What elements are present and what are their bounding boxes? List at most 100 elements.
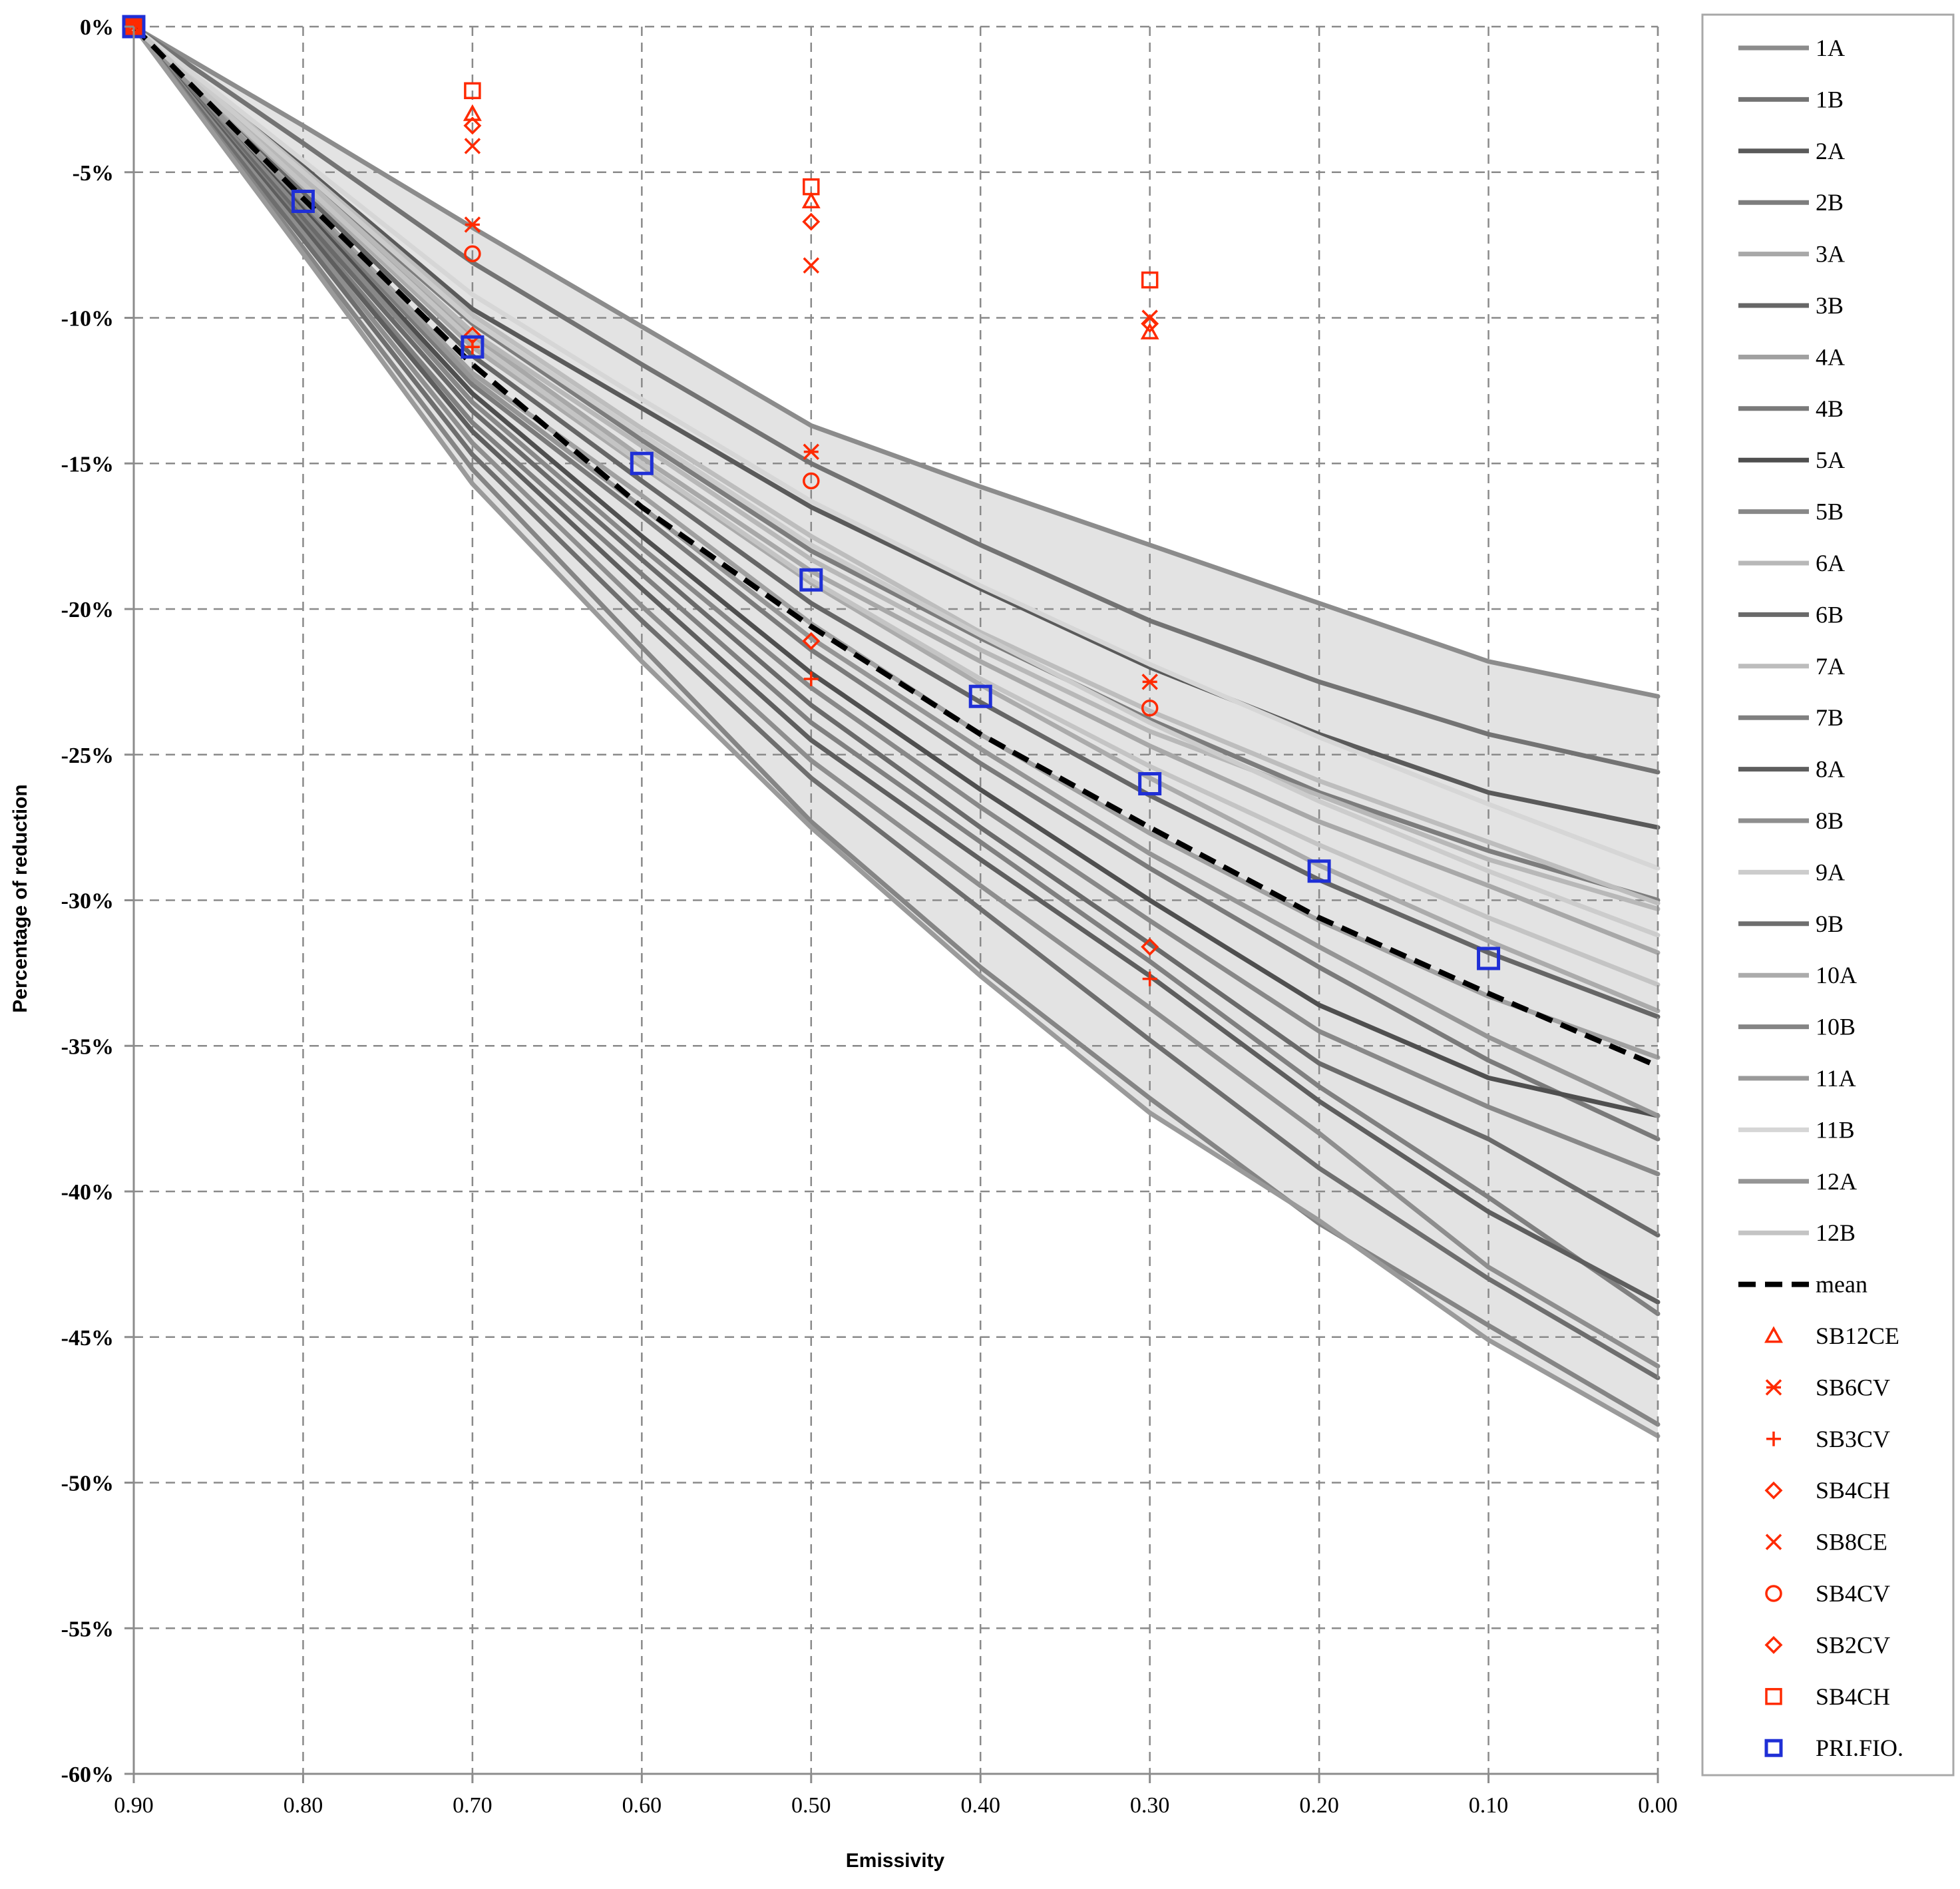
- marker-sb4ch-point: [464, 82, 481, 99]
- y-tick-label: 0%: [80, 15, 114, 40]
- series-line-1A: [131, 24, 1661, 699]
- x-tick-label: 0.40: [960, 1793, 1000, 1818]
- legend-label-sb4ch: SB4CH: [1816, 1683, 1890, 1710]
- y-tick-label: -15%: [61, 452, 114, 477]
- y-axis-title: Percentage of reduction: [9, 784, 31, 1012]
- marker-sb6cv-point: [803, 443, 820, 460]
- series-line-12B: [131, 24, 1661, 987]
- x-axis-title: Emissivity: [846, 1850, 945, 1872]
- y-tick-label: -10%: [61, 307, 114, 331]
- marker-sb6cv-point: [1141, 674, 1158, 690]
- series-line-1B: [131, 24, 1661, 775]
- legend-label-3B: 3B: [1816, 292, 1844, 319]
- series-line-9B: [131, 24, 1661, 1380]
- legend-label-9B: 9B: [1816, 911, 1844, 937]
- legend-label-8B: 8B: [1816, 807, 1844, 834]
- x-tick-label: 0.60: [622, 1793, 662, 1818]
- legend-marker-sb4cv: [1765, 1585, 1782, 1602]
- series-line-5B: [131, 24, 1661, 1177]
- y-tick-label: -35%: [61, 1034, 114, 1059]
- legend-marker-sb6cv: [1765, 1379, 1782, 1396]
- x-tick-label: 0.80: [284, 1793, 323, 1818]
- legend-label-mean: mean: [1816, 1271, 1867, 1298]
- series-line-5A: [131, 24, 1661, 1118]
- marker-prifio-point: [1307, 859, 1331, 883]
- marker-sb3cv-point: [803, 672, 819, 686]
- marker-sb3cv-point: [1142, 971, 1157, 986]
- marker-sb4ch-point: [802, 212, 821, 231]
- legend-label-sb3cv: SB3CV: [1816, 1426, 1890, 1452]
- marker-sb2cv-point: [802, 632, 821, 650]
- marker-sb12ce-point: [1140, 322, 1159, 339]
- x-tick-label: 0.00: [1638, 1793, 1678, 1818]
- marker-prifio-point: [799, 568, 823, 592]
- marker-sb2cv-point: [1141, 938, 1159, 956]
- marker-prifio-point: [1477, 946, 1501, 970]
- y-tick-label: -45%: [61, 1326, 114, 1351]
- legend-marker-sb4ch: [1764, 1481, 1783, 1500]
- marker-sb4ch-point: [803, 178, 820, 196]
- legend-marker-prifio: [1764, 1739, 1783, 1757]
- marker-sb4cv-point: [1141, 700, 1159, 717]
- marker-sb8ce-point: [803, 257, 820, 274]
- axes: 0% -5% -10% -15% -20% -25% -30% -35% -40% -45% -50…: [61, 15, 1678, 1818]
- series-line-9A: [131, 24, 1661, 938]
- marker-sb4cv-point: [464, 245, 481, 262]
- legend-label-6A: 6A: [1816, 550, 1845, 576]
- legend-label-sb4cv: SB4CV: [1816, 1580, 1890, 1607]
- legend-marker-sb12ce: [1764, 1326, 1783, 1343]
- legend-label-6B: 6B: [1816, 601, 1844, 628]
- marker-sb4cv-point: [803, 472, 820, 490]
- legend-label-8A: 8A: [1816, 756, 1845, 783]
- x-tick-label: 0.20: [1299, 1793, 1339, 1818]
- marker-sb2cv-point: [463, 326, 482, 345]
- legend-label-sb12ce: SB12CE: [1816, 1323, 1899, 1349]
- legend-label-prifio: PRI.FIO.: [1816, 1735, 1903, 1761]
- x-tick-label: 0.30: [1130, 1793, 1170, 1818]
- legend-label-sb4ch: SB4CH: [1816, 1477, 1890, 1504]
- series-line-8B: [131, 24, 1661, 1368]
- legend-label-7B: 7B: [1816, 704, 1844, 731]
- series-line-6A: [131, 24, 1661, 912]
- legend-label-5A: 5A: [1816, 447, 1845, 473]
- series-line-7A: [131, 24, 1661, 906]
- series-line-12A: [131, 24, 1661, 1118]
- marker-prifio-point: [968, 684, 992, 708]
- legend-label-3A: 3A: [1816, 241, 1845, 268]
- legend-label-7A: 7A: [1816, 653, 1845, 680]
- legend-label-10B: 10B: [1816, 1014, 1856, 1040]
- marker-sb4ch-point: [1141, 271, 1159, 289]
- legend-label-10A: 10A: [1816, 962, 1857, 988]
- marker-prifio-point: [630, 451, 654, 475]
- legend-marker-sb4ch: [1765, 1688, 1782, 1705]
- legend-box: [1701, 13, 1955, 1777]
- y-tick-label: -30%: [61, 889, 114, 914]
- marker-prifio-point: [291, 190, 315, 213]
- legend-label-12A: 12A: [1816, 1168, 1857, 1195]
- legend-label-5B: 5B: [1816, 499, 1844, 525]
- legend-label-4B: 4B: [1816, 395, 1844, 422]
- series-line-11A: [131, 24, 1661, 1438]
- legend-label-sb8ce: SB8CE: [1816, 1529, 1887, 1556]
- mean-line: [132, 25, 1659, 1069]
- y-tick-label: -60%: [61, 1763, 114, 1787]
- series-line-8A: [131, 24, 1661, 1305]
- y-tick-label: -20%: [61, 598, 114, 622]
- series-line-7B: [131, 24, 1661, 1317]
- x-tick-label: 0.50: [791, 1793, 831, 1818]
- legend-label-9A: 9A: [1816, 859, 1845, 885]
- series-line-10B: [131, 24, 1661, 1427]
- legend-label-1B: 1B: [1816, 86, 1844, 112]
- marker-prifio-point: [461, 335, 485, 359]
- legend-label-sb2cv: SB2CV: [1816, 1631, 1890, 1658]
- legend-label-11B: 11B: [1816, 1116, 1855, 1143]
- marker-prifio-point: [1138, 772, 1162, 795]
- legend-marker-sb8ce: [1765, 1534, 1782, 1550]
- y-tick-label: -5%: [73, 161, 114, 186]
- legend-label-1A: 1A: [1816, 35, 1845, 61]
- legend-label-2B: 2B: [1816, 189, 1844, 216]
- series-line-3B: [131, 24, 1661, 1019]
- series-lines: [131, 24, 1661, 1438]
